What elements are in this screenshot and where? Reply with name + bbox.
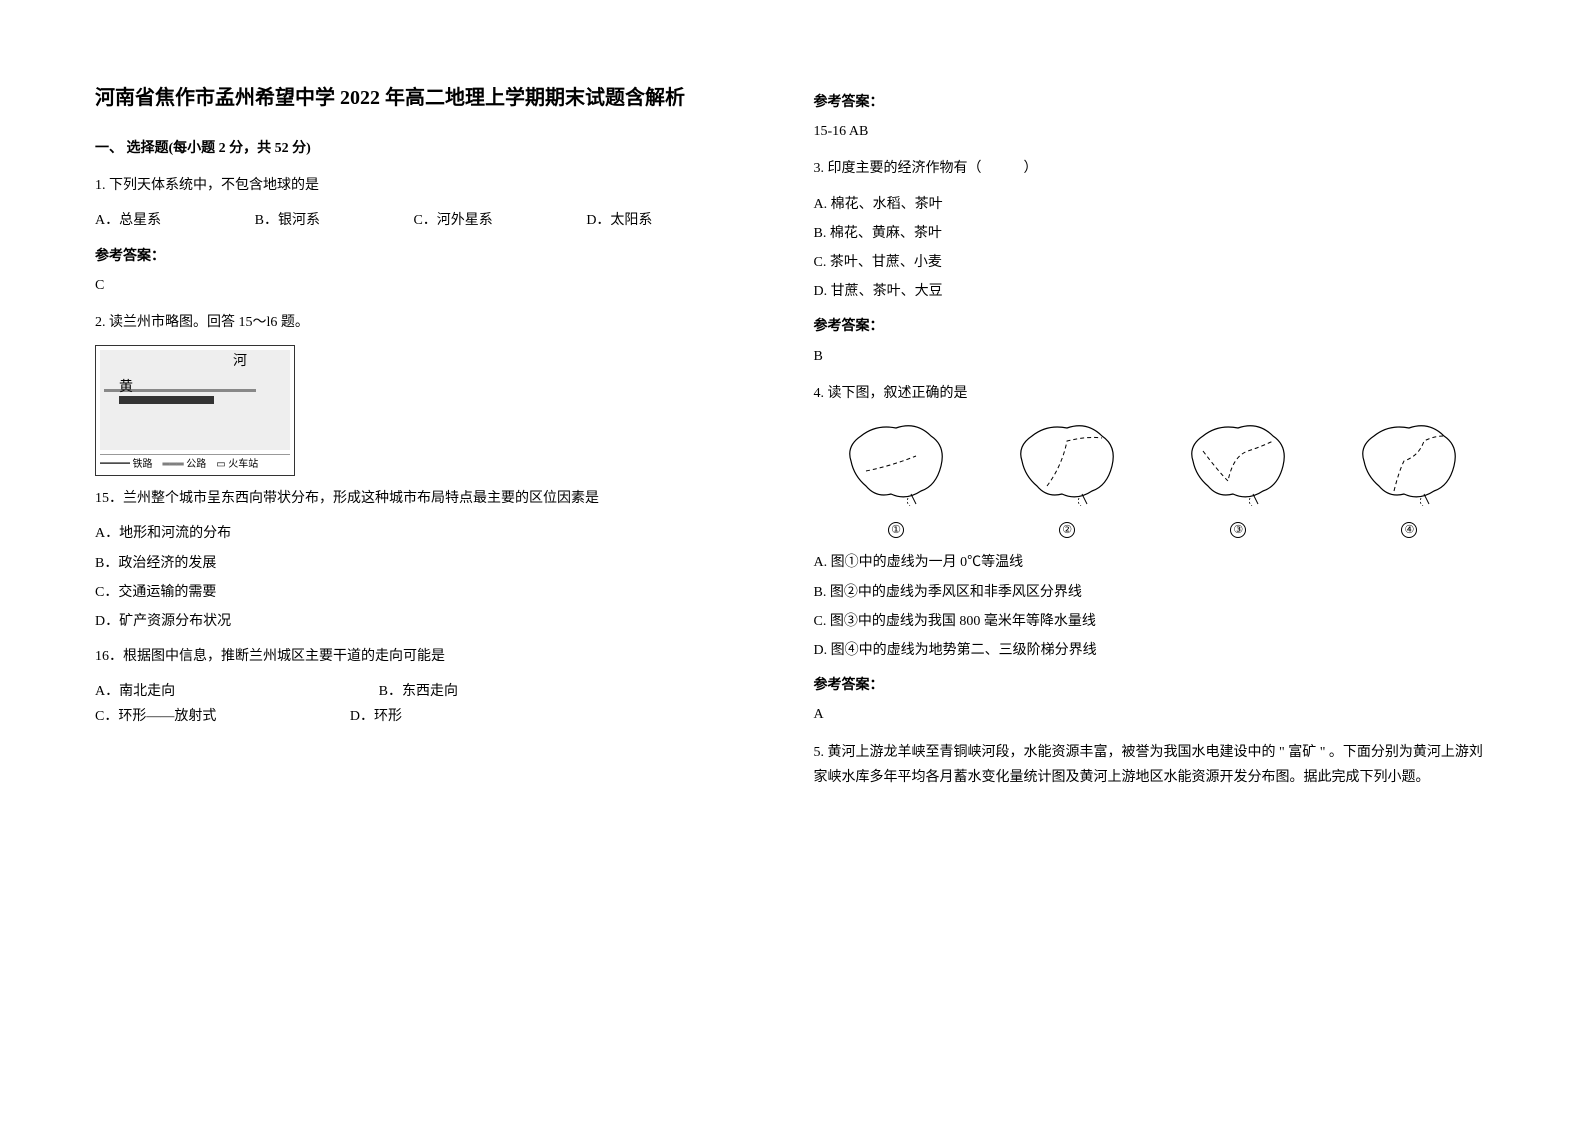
river-char-2: 黄 (119, 380, 133, 397)
q16-opt-d: D．环形 (350, 704, 402, 729)
q3-text: 3. 印度主要的经济作物有（ ） (814, 156, 1493, 181)
q3-opt-c: C. 茶叶、甘蔗、小麦 (814, 250, 1493, 275)
q1-answer-label: 参考答案： (95, 244, 774, 269)
q5-text: 5. 黄河上游龙羊峡至青铜峡河段，水能资源丰富，被誉为我国水电建设中的 " 富矿… (814, 740, 1493, 790)
q2-answer-label: 参考答案： (814, 90, 1493, 115)
q4-options: A. 图①中的虚线为一月 0℃等温线 B. 图②中的虚线为季风区和非季风区分界线… (814, 550, 1493, 663)
q3-answer-label: 参考答案： (814, 314, 1493, 339)
q16-text: 16．根据图中信息，推断兰州城区主要干道的走向可能是 (95, 644, 774, 669)
q4-answer: A (814, 702, 1493, 727)
lanzhou-map-legend: ━━━ 铁路 ═══ 公路 ▭ 火车站 (100, 454, 290, 471)
q16-opt-a: A．南北走向 (95, 679, 175, 704)
q4-maps-row: ① ② ③ (814, 416, 1493, 541)
q3-options: A. 棉花、水稻、茶叶 B. 棉花、黄麻、茶叶 C. 茶叶、甘蔗、小麦 D. 甘… (814, 192, 1493, 305)
q15-opt-c: C．交通运输的需要 (95, 580, 774, 605)
q15-opt-b: B．政治经济的发展 (95, 551, 774, 576)
q1-opt-b: B．银河系 (255, 208, 320, 233)
q3-opt-d: D. 甘蔗、茶叶、大豆 (814, 279, 1493, 304)
q4-opt-a: A. 图①中的虚线为一月 0℃等温线 (814, 550, 1493, 575)
q16-opt-b: B．东西走向 (379, 679, 458, 704)
q3-answer: B (814, 344, 1493, 369)
q1-opt-a: A．总星系 (95, 208, 161, 233)
q1-text: 1. 下列天体系统中，不包含地球的是 (95, 173, 774, 198)
china-map-icon-3 (1178, 416, 1298, 506)
q4-map-label-2: ② (1059, 522, 1075, 538)
q2-intro: 2. 读兰州市略图。回答 15～l6 题。 (95, 310, 774, 335)
left-column: 河南省焦作市孟州希望中学 2022 年高二地理上学期期末试题含解析 一、 选择题… (95, 80, 774, 800)
q4-map-label-1: ① (888, 522, 904, 538)
section-1-heading: 一、 选择题(每小题 2 分，共 52 分) (95, 136, 774, 161)
right-column: 参考答案： 15-16 AB 3. 印度主要的经济作物有（ ） A. 棉花、水稻… (814, 80, 1493, 800)
q4-opt-d: D. 图④中的虚线为地势第二、三级阶梯分界线 (814, 638, 1493, 663)
q1-options: A．总星系 B．银河系 C．河外星系 D．太阳系 (95, 208, 774, 233)
lanzhou-map-figure: 河 黄 ━━━ 铁路 ═══ 公路 ▭ 火车站 (95, 345, 295, 476)
q4-opt-c: C. 图③中的虚线为我国 800 毫米年等降水量线 (814, 609, 1493, 634)
exam-title: 河南省焦作市孟州希望中学 2022 年高二地理上学期期末试题含解析 (95, 80, 774, 116)
china-map-icon-1 (836, 416, 956, 506)
q1-answer: C (95, 273, 774, 298)
lanzhou-map-graphic: 河 黄 (100, 350, 290, 450)
q1-opt-d: D．太阳系 (586, 208, 652, 233)
china-map-icon-2 (1007, 416, 1127, 506)
q3-opt-a: A. 棉花、水稻、茶叶 (814, 192, 1493, 217)
q15-opt-d: D．矿产资源分布状况 (95, 609, 774, 634)
q15-options: A．地形和河流的分布 B．政治经济的发展 C．交通运输的需要 D．矿产资源分布状… (95, 521, 774, 634)
q1-opt-c: C．河外星系 (413, 208, 492, 233)
q15-text: 15．兰州整个城市呈东西向带状分布，形成这种城市布局特点最主要的区位因素是 (95, 486, 774, 511)
q4-map-1: ① (814, 416, 979, 541)
q16-options: A．南北走向 B．东西走向 C．环形——放射式 D．环形 (95, 679, 774, 729)
q4-map-4: ④ (1327, 416, 1492, 541)
china-map-icon-4 (1349, 416, 1469, 506)
river-label: 河 (233, 354, 247, 371)
q4-text: 4. 读下图，叙述正确的是 (814, 381, 1493, 406)
q4-map-label-4: ④ (1401, 522, 1417, 538)
q16-opt-c: C．环形——放射式 (95, 704, 216, 729)
q4-map-label-3: ③ (1230, 522, 1246, 538)
q4-map-2: ② (985, 416, 1150, 541)
q4-map-3: ③ (1156, 416, 1321, 541)
q15-opt-a: A．地形和河流的分布 (95, 521, 774, 546)
q4-answer-label: 参考答案： (814, 673, 1493, 698)
q2-answer: 15-16 AB (814, 119, 1493, 144)
q4-opt-b: B. 图②中的虚线为季风区和非季风区分界线 (814, 580, 1493, 605)
q3-opt-b: B. 棉花、黄麻、茶叶 (814, 221, 1493, 246)
